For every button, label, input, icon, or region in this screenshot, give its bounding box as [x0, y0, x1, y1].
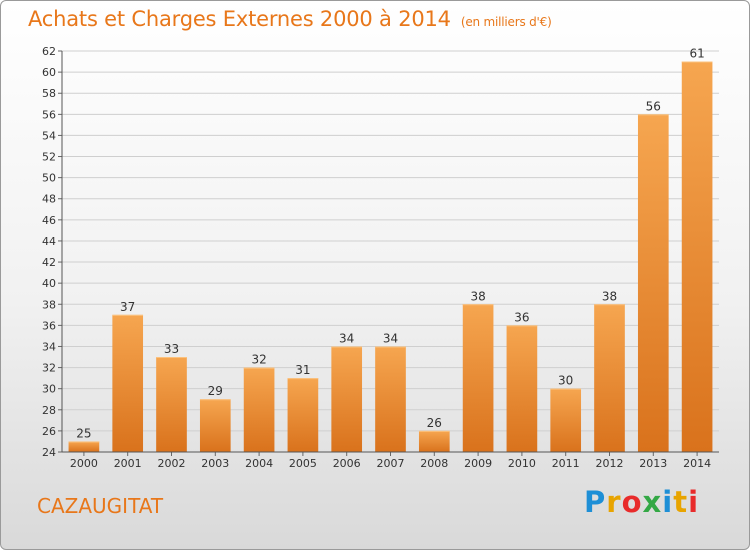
brand-letter: x [642, 485, 663, 519]
y-tick-label: 44 [42, 235, 56, 248]
bar-value-label: 56 [646, 99, 661, 113]
bar-value-label: 26 [427, 416, 442, 430]
x-tick-label: 2000 [70, 457, 98, 470]
x-tick-label: 2001 [114, 457, 142, 470]
y-tick-label: 38 [42, 298, 56, 311]
y-tick-label: 62 [42, 45, 56, 58]
axes [61, 51, 719, 453]
bar-value-label: 38 [602, 289, 617, 303]
x-tick-label: 2007 [377, 457, 405, 470]
x-axis-ticks: 2000 2001 2002 2003 2004 2005 2006 2007 2008 2009… [70, 452, 711, 470]
bar-value-label: 38 [470, 289, 485, 303]
bar-value-label: 33 [164, 342, 179, 356]
y-tick-label: 30 [42, 383, 56, 396]
bar-2004 [243, 367, 275, 452]
x-tick-label: 2004 [245, 457, 273, 470]
bar-2010 [506, 325, 538, 452]
x-tick-label: 2012 [596, 457, 624, 470]
bar-2002 [156, 357, 187, 452]
y-tick-label: 54 [42, 129, 56, 142]
bar-2005 [287, 378, 319, 452]
bar-2013 [637, 114, 669, 452]
brand-letter: i [662, 485, 674, 519]
y-axis-ticks: 24 26 28 30 32 34 36 38 40 42 44 46 48 50 52 54 56 58 60 62 [42, 45, 62, 459]
bar-2007 [375, 346, 406, 452]
x-tick-label: 2003 [201, 457, 229, 470]
brand-letter: i [688, 485, 700, 519]
bar-2006 [331, 346, 363, 452]
bar-value-label: 32 [251, 353, 266, 367]
y-tick-label: 24 [42, 446, 56, 459]
chart-subtitle: (en milliers d'€) [460, 15, 552, 29]
bar-2011 [550, 388, 582, 452]
bar-2001 [112, 314, 144, 452]
bar-value-label: 36 [514, 310, 529, 324]
bar-value-label: 25 [76, 426, 91, 440]
x-tick-label: 2008 [420, 457, 448, 470]
bar-value-label: 29 [208, 384, 223, 398]
brand-letter: o [621, 485, 643, 519]
y-tick-label: 56 [42, 108, 56, 121]
bar-2008 [418, 430, 450, 452]
y-tick-label: 60 [42, 66, 56, 79]
bar-value-label: 30 [558, 374, 573, 388]
chart-title: Achats et Charges Externes 2000 à 2014 (e… [28, 7, 552, 31]
y-tick-label: 48 [42, 193, 56, 206]
y-tick-label: 40 [42, 277, 56, 290]
x-tick-label: 2010 [508, 457, 536, 470]
y-tick-label: 50 [42, 172, 56, 185]
proxiti-logo: Proxiti [584, 485, 699, 519]
bar-2003 [199, 399, 231, 452]
x-tick-label: 2011 [552, 457, 580, 470]
bar-2009 [462, 304, 494, 452]
x-tick-label: 2006 [333, 457, 361, 470]
x-tick-label: 2005 [289, 457, 317, 470]
bar-value-label: 34 [383, 331, 398, 345]
town-name: CAZAUGITAT [37, 494, 164, 518]
bar-value-label: 37 [120, 300, 135, 314]
y-tick-label: 52 [42, 151, 56, 164]
bar-2012 [594, 304, 625, 452]
brand-letter: P [584, 485, 607, 519]
x-tick-label: 2013 [639, 457, 667, 470]
y-tick-label: 36 [42, 319, 56, 332]
bar-2014 [681, 61, 713, 452]
brand-letter: r [606, 485, 622, 519]
bar-value-label: 61 [689, 47, 704, 61]
y-tick-label: 34 [42, 340, 56, 353]
brand-letter: t [673, 485, 689, 519]
chart-title-text: Achats et Charges Externes 2000 à 2014 [28, 7, 451, 31]
y-tick-label: 32 [42, 362, 56, 375]
x-tick-label: 2009 [464, 457, 492, 470]
x-tick-label: 2002 [158, 457, 186, 470]
bars: 25 37 33 29 32 31 34 34 26 38 36 30 38 56 61 [68, 47, 713, 452]
bar-value-label: 31 [295, 363, 310, 377]
y-tick-label: 58 [42, 87, 56, 100]
x-tick-label: 2014 [683, 457, 711, 470]
y-tick-label: 26 [42, 425, 56, 438]
y-tick-label: 42 [42, 256, 56, 269]
bar-2000 [68, 441, 100, 452]
bar-value-label: 34 [339, 331, 354, 345]
y-tick-label: 28 [42, 404, 56, 417]
y-tick-label: 46 [42, 214, 56, 227]
